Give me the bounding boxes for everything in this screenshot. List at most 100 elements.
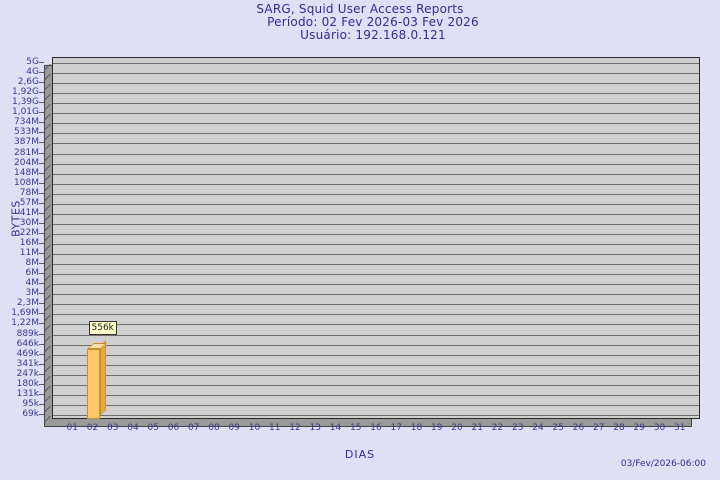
depth-hatch-line: [43, 133, 51, 141]
x-axis-tick-label: 03: [107, 423, 119, 433]
y-axis-tick-label: 6M: [25, 268, 40, 278]
y-axis-tick: [39, 414, 44, 415]
gridline: [53, 83, 699, 84]
x-axis-tick-label: 26: [572, 423, 585, 433]
x-axis-tick-label: 02: [86, 423, 99, 433]
y-axis-tick-label: 1,69M: [11, 308, 39, 318]
y-axis-tick-label: 281M: [14, 148, 39, 158]
gridline: [53, 304, 699, 305]
y-axis-tick: [39, 374, 44, 375]
y-axis-tick-label: 108M: [14, 178, 39, 188]
y-axis-tick-label: 4G: [26, 67, 39, 77]
y-axis-tick: [39, 213, 44, 214]
depth-hatch-line: [43, 214, 51, 222]
y-axis-tick: [39, 344, 44, 345]
depth-hatch-line: [43, 224, 51, 232]
gridline: [53, 324, 699, 325]
x-axis-tick-label: 17: [390, 423, 402, 433]
x-axis-tick-label: 27: [593, 423, 605, 433]
x-axis-tick-label: 19: [431, 423, 443, 433]
x-axis-tick-label: 31: [674, 423, 686, 433]
y-axis-tick-label: 646k: [16, 339, 39, 349]
gridline: [53, 194, 699, 195]
x-axis-tick-label: 30: [653, 423, 666, 433]
y-axis-tick: [39, 112, 44, 113]
depth-hatch-line: [43, 324, 51, 332]
depth-hatch-line: [43, 83, 51, 91]
y-axis-tick: [39, 354, 44, 355]
y-axis-tick-label: 341k: [16, 359, 39, 369]
depth-hatch-line: [43, 304, 51, 312]
depth-hatch-line: [43, 365, 51, 373]
y-axis-tick-label: 2,6G: [17, 77, 39, 87]
gridline: [53, 214, 699, 215]
x-axis-tick-label: 07: [188, 423, 200, 433]
gridline: [53, 314, 699, 315]
gridline: [53, 123, 699, 124]
y-axis-tick: [39, 92, 44, 93]
y-axis-title: BYTES: [9, 200, 23, 237]
y-axis-tick-label: 57M: [19, 198, 39, 208]
bar-front-face: [86, 349, 100, 419]
bar-series: 556k: [52, 57, 700, 419]
x-axis-tick-label: 12: [289, 423, 301, 433]
y-axis-tick: [39, 223, 44, 224]
depth-hatch-line: [43, 174, 51, 182]
y-axis-tick: [39, 334, 44, 335]
y-axis-tick-label: 889k: [16, 329, 39, 339]
x-axis-tick-label: 04: [127, 423, 139, 433]
y-axis-tick-label: 78M: [19, 188, 39, 198]
gridline: [53, 63, 699, 64]
y-axis-tick-label: 533M: [14, 127, 39, 137]
y-axis-tick-label: 204M: [14, 158, 39, 168]
x-axis-tick-label: 15: [350, 423, 362, 433]
y-axis-tick-label: 5G: [26, 57, 39, 67]
gridline: [53, 395, 699, 396]
chart-title-block: SARG, Squid User Access Reports Período:…: [0, 3, 720, 42]
depth-hatch-line: [43, 284, 51, 292]
y-axis-tick: [39, 132, 44, 133]
gridline: [53, 254, 699, 255]
depth-hatch-line: [43, 194, 51, 202]
depth-hatch-line: [43, 184, 51, 192]
y-axis-tick: [39, 273, 44, 274]
report-period: Período: 02 Fev 2026-03 Fev 2026: [267, 15, 479, 29]
x-axis-tick-label: 05: [147, 423, 159, 433]
depth-hatch-line: [43, 204, 51, 212]
y-axis-tick-label: 41M: [19, 208, 39, 218]
gridline: [53, 154, 699, 155]
gridlines: [53, 58, 699, 418]
gridline: [53, 355, 699, 356]
y-axis-tick: [39, 153, 44, 154]
y-axis-tick-label: 2,3M: [16, 298, 39, 308]
gridline: [53, 375, 699, 376]
gridline: [53, 174, 699, 175]
x-axis-tick-label: 10: [248, 423, 261, 433]
y-axis-tick: [39, 142, 44, 143]
depth-hatch-line: [43, 93, 51, 101]
depth-hatch-line: [43, 345, 51, 353]
bar: [86, 340, 107, 419]
x-axis-tick-label: 13: [309, 423, 321, 433]
gridline: [53, 113, 699, 114]
gridline: [53, 164, 699, 165]
y-axis-tick: [39, 313, 44, 314]
y-axis-tick: [39, 243, 44, 244]
depth-hatch-line: [43, 385, 51, 393]
gridline: [53, 385, 699, 386]
y-axis-tick-label: 734M: [14, 117, 39, 127]
depth-hatch-line: [43, 73, 51, 81]
gridline: [53, 143, 699, 144]
depth-hatch-line: [43, 375, 51, 383]
x-axis-tick-label: 14: [329, 423, 342, 433]
x-axis-tick-label: 21: [471, 423, 483, 433]
depth-hatch-line: [43, 154, 51, 162]
gridline: [53, 234, 699, 235]
x-axis-tick-label: 01: [66, 423, 78, 433]
y-axis-labels: 5G 4G 2,6G 1,92G 1,39G 1,01G 734M 533M 387M 281M 2…: [0, 57, 44, 419]
y-axis-tick-label: 1,01G: [11, 107, 39, 117]
x-axis-labels: 01 02 03 04 05 06 07 08 09 10 11 12 13 14 15 16 17 18 19 20…: [52, 423, 700, 439]
x-axis-tick-label: 24: [532, 423, 544, 433]
depth-hatch-line: [43, 254, 51, 262]
y-axis-tick-label: 69k: [22, 409, 39, 419]
